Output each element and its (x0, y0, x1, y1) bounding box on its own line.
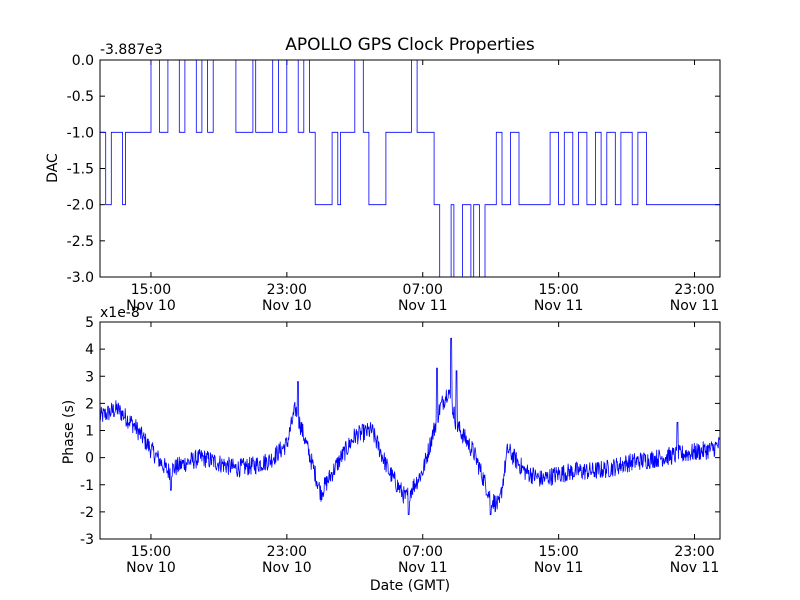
phase-y-axis-label: Phase (s) (61, 400, 77, 464)
dac-xtick-label-time: 07:00 (403, 282, 443, 298)
dac-ytick-label: -0.5 (67, 89, 94, 105)
phase-xtick-label-time: 23:00 (267, 544, 307, 560)
phase-axes-frame (99, 321, 721, 540)
phase-ytick-label: 1 (85, 424, 94, 440)
dac-y-axis-label: DAC (45, 153, 61, 183)
dac-xtick-label-date: Nov 11 (670, 298, 720, 314)
phase-ytick-label: -1 (80, 478, 94, 494)
dac-ytick-label: -1.0 (67, 125, 94, 141)
phase-xtick-label-time: 15:00 (538, 544, 578, 560)
phase-chart: x1e-8 Phase (s) Date (GMT) -3 -2 -1 0 1 2 3 4 5 1… (61, 305, 721, 594)
phase-xtick-label-time: 07:00 (403, 544, 443, 560)
dac-plot-area (100, 60, 720, 277)
dac-ytick-label: -2.0 (67, 198, 94, 214)
dac-xtick-label-date: Nov 10 (262, 298, 312, 314)
dac-xtick-label-time: 23:00 (267, 282, 307, 298)
phase-ytick-label: 5 (85, 315, 94, 331)
dac-ytick-label: -2.5 (67, 234, 94, 250)
figure-title: APOLLO GPS Clock Properties (285, 35, 535, 55)
phase-offset-label: x1e-8 (100, 305, 140, 321)
dac-xtick-label-time: 15:00 (538, 282, 578, 298)
dac-ytick-label: 0.0 (72, 53, 94, 69)
phase-ytick-label: 0 (85, 451, 94, 467)
phase-ytick-label: -2 (80, 505, 94, 521)
phase-ytick-label: 2 (85, 396, 94, 412)
dac-series-line (100, 60, 720, 277)
phase-xtick-label-date: Nov 10 (126, 560, 176, 576)
dac-ytick-label: -3.0 (67, 270, 94, 286)
phase-ytick-label: 3 (85, 369, 94, 385)
phase-xtick-label-date: Nov 11 (534, 560, 584, 576)
dac-offset-label: -3.887e3 (100, 42, 163, 58)
phase-series-line (100, 337, 720, 515)
phase-xtick-label-time: 23:00 (674, 544, 714, 560)
dac-xtick-label-date: Nov 11 (398, 298, 448, 314)
dac-xtick-label-date: Nov 10 (126, 298, 176, 314)
phase-ytick-label: -3 (80, 532, 94, 548)
phase-xtick-label-time: 15:00 (131, 544, 171, 560)
dac-xtick-label-time: 23:00 (674, 282, 714, 298)
dac-xtick-label-time: 15:00 (131, 282, 171, 298)
dac-chart: -3.887e3 DAC 0.0 -0.5 -1.0 -1.5 -2.0 -2.5 -3.0… (45, 42, 721, 314)
phase-plot-area (100, 337, 720, 515)
dac-axes-frame (99, 59, 721, 278)
phase-xtick-label-date: Nov 11 (398, 560, 448, 576)
phase-ytick-label: 4 (85, 342, 94, 358)
dac-xtick-label-date: Nov 11 (534, 298, 584, 314)
phase-xtick-label-date: Nov 11 (670, 560, 720, 576)
dac-ytick-label: -1.5 (67, 162, 94, 178)
phase-x-axis-label: Date (GMT) (370, 578, 450, 594)
phase-xtick-label-date: Nov 10 (262, 560, 312, 576)
